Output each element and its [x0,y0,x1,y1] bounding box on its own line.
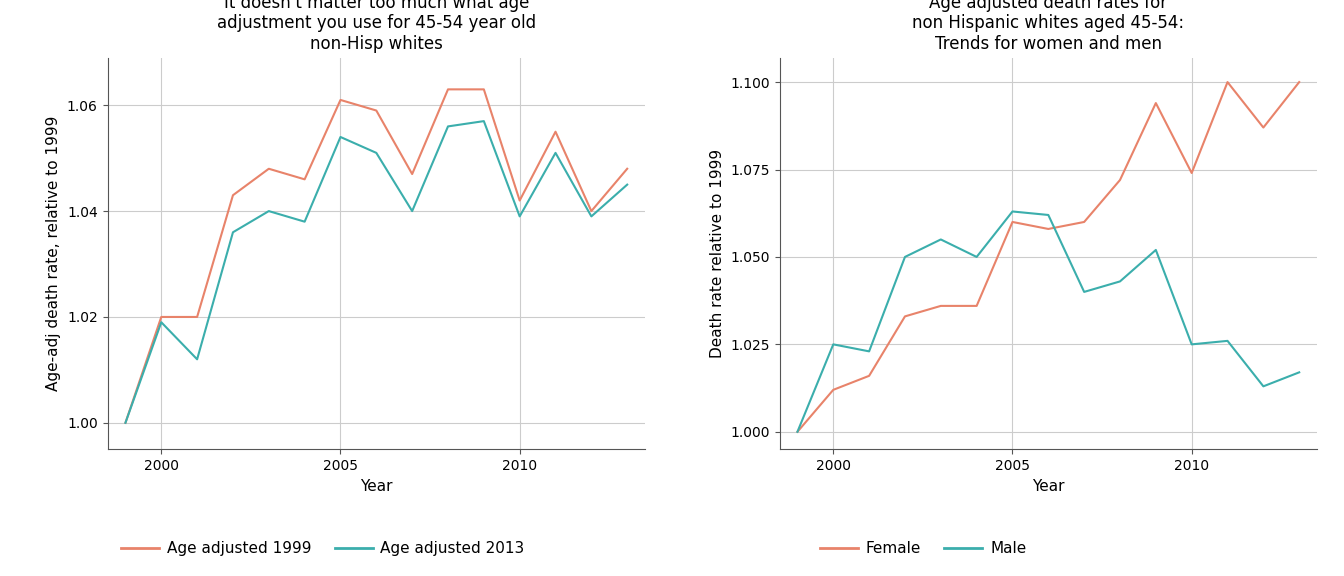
Y-axis label: Age-adj death rate, relative to 1999: Age-adj death rate, relative to 1999 [46,116,62,391]
Legend: Female, Male: Female, Male [814,535,1032,563]
Y-axis label: Death rate relative to 1999: Death rate relative to 1999 [710,149,724,358]
Legend: Age adjusted 1999, Age adjusted 2013: Age adjusted 1999, Age adjusted 2013 [116,535,531,563]
Title: It doesn't matter too much what age
adjustment you use for 45-54 year old
non-Hi: It doesn't matter too much what age adju… [216,0,536,53]
X-axis label: Year: Year [1032,479,1064,494]
Title: Age adjusted death rates for
non Hispanic whites aged 45-54:
Trends for women an: Age adjusted death rates for non Hispani… [913,0,1184,53]
X-axis label: Year: Year [360,479,392,494]
